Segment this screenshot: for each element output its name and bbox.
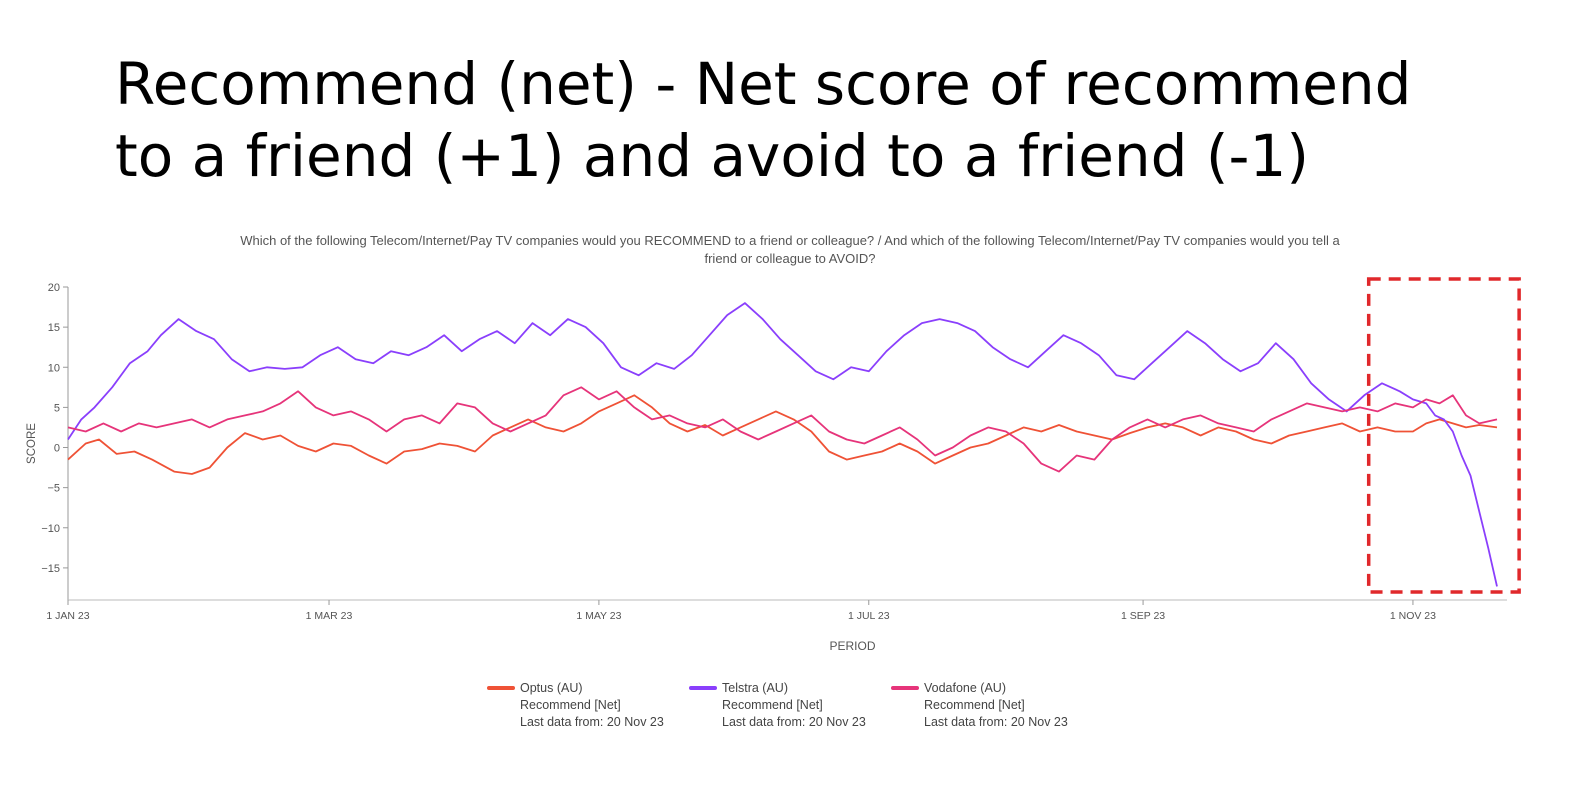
chart-subtitle-line1: Which of the following Telecom/Internet/…: [240, 233, 1340, 248]
legend-detail-telstra-metric: Recommend [Net]: [722, 698, 823, 712]
y-tick-label: 5: [54, 402, 60, 414]
series-line-vodafone: [67, 386, 1498, 473]
legend-detail-optus-date: Last data from: 20 Nov 23: [520, 715, 664, 729]
legend-item-vodafone[interactable]: Vodafone (AU) Recommend [Net] Last data …: [891, 680, 1068, 731]
slide-title-line1: Recommend (net) - Net score of recommend: [115, 50, 1412, 118]
legend-label-optus: Optus (AU): [520, 681, 583, 695]
y-axis-label: SCORE: [26, 423, 38, 464]
y-tick-label: 0: [54, 443, 60, 455]
legend-label-telstra: Telstra (AU): [722, 681, 788, 695]
legend-detail-telstra-date: Last data from: 20 Nov 23: [722, 715, 866, 729]
legend-detail-vodafone-metric: Recommend [Net]: [924, 698, 1025, 712]
chart-legend: Optus (AU) Recommend [Net] Last data fro…: [0, 680, 1586, 740]
x-tick-label: 1 JAN 23: [46, 610, 89, 622]
series-line-telstra: [67, 302, 1498, 587]
legend-swatch-optus: [487, 686, 515, 690]
y-tick-label: −5: [47, 483, 60, 495]
legend-label-vodafone: Vodafone (AU): [924, 681, 1006, 695]
y-tick-label: −10: [41, 523, 60, 535]
x-axis-label: PERIOD: [829, 639, 875, 653]
x-tick-label: 1 JUL 23: [848, 610, 890, 622]
legend-detail-vodafone-date: Last data from: 20 Nov 23: [924, 715, 1068, 729]
legend-item-telstra[interactable]: Telstra (AU) Recommend [Net] Last data f…: [689, 680, 866, 731]
legend-swatch-telstra: [689, 686, 717, 690]
chart-subtitle: Which of the following Telecom/Internet/…: [100, 232, 1480, 268]
x-tick-label: 1 MAR 23: [306, 610, 353, 622]
y-tick-label: 10: [48, 362, 60, 374]
legend-item-optus[interactable]: Optus (AU) Recommend [Net] Last data fro…: [487, 680, 664, 731]
slide-title-line2: to a friend (+1) and avoid to a friend (…: [115, 122, 1309, 190]
legend-detail-optus-metric: Recommend [Net]: [520, 698, 621, 712]
highlight-annotation-box: [1366, 277, 1521, 594]
legend-swatch-vodafone: [891, 686, 919, 690]
chart-subtitle-line2: friend or colleague to AVOID?: [704, 251, 876, 266]
series-line-optus: [67, 394, 1498, 475]
y-tick-label: 20: [48, 282, 60, 294]
x-tick-label: 1 SEP 23: [1121, 610, 1165, 622]
y-tick-label: 15: [48, 322, 60, 334]
y-tick-label: −15: [41, 563, 60, 575]
slide-title: Recommend (net) - Net score of recommend…: [115, 48, 1515, 192]
x-tick-label: 1 NOV 23: [1390, 610, 1436, 622]
x-tick-label: 1 MAY 23: [576, 610, 621, 622]
line-chart: 20 15 10 5 0 −5 −10 −15 1 JAN 23 1 MAR 23 1 MAY 23…: [26, 277, 1521, 653]
